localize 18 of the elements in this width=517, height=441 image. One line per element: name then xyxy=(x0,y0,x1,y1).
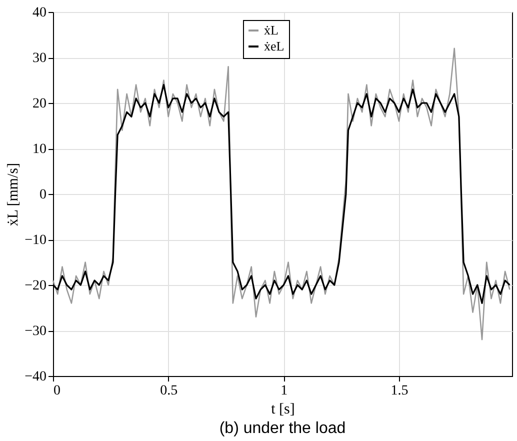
legend-label: ẋL xyxy=(264,22,278,38)
x-tick-label: 0.5 xyxy=(160,384,178,398)
x-tick-label: 0 xyxy=(54,384,60,398)
text: (b) under the load xyxy=(219,420,346,437)
y-tick-label: −40 xyxy=(24,370,46,384)
y-tick-label: 40 xyxy=(32,6,46,20)
x-tick-label: 1 xyxy=(280,384,288,398)
legend-label: ẋeL xyxy=(264,38,284,54)
y-tick-label: −30 xyxy=(24,324,46,339)
y-axis-title: ẋL [mm/s] xyxy=(6,162,22,226)
y-tick-label: 0 xyxy=(40,188,46,202)
y-tick-label: 10 xyxy=(32,142,46,157)
y-tick-label: 30 xyxy=(32,51,46,66)
y-tick-label: −20 xyxy=(24,278,46,294)
y-tick-label: 20 xyxy=(32,96,46,112)
x-axis-title: t [s] xyxy=(271,402,295,418)
x-tick-label: 1.5 xyxy=(390,384,408,398)
y-tick-label: −10 xyxy=(24,233,46,248)
